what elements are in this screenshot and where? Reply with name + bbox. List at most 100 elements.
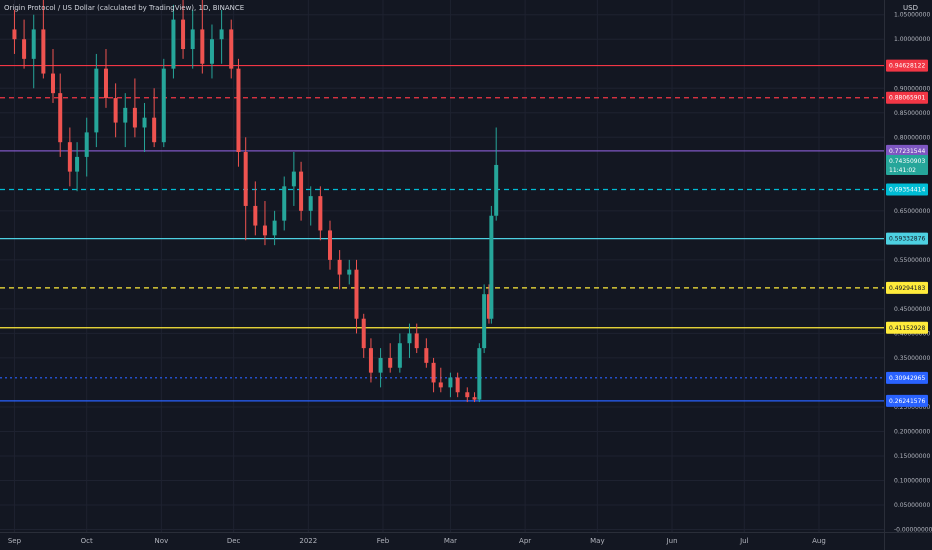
candle-body (94, 68, 99, 133)
x-tick-label: Sep (8, 537, 22, 545)
candle-body (354, 269, 359, 319)
x-tick-label: Mar (444, 537, 457, 545)
horizontal-levels (0, 64, 884, 402)
last-price-badge-bg (886, 154, 928, 175)
candle-body (378, 357, 383, 373)
y-tick-label: 0.45000000 (894, 306, 930, 313)
candle-body (482, 294, 487, 349)
y-tick-label: 0.15000000 (894, 453, 930, 460)
candle-body (424, 348, 429, 363)
level-price-badge-bg (886, 91, 928, 104)
candle-body (253, 205, 258, 226)
candle-body (181, 19, 186, 50)
y-tick-label: 0.55000000 (894, 257, 930, 264)
level-price-badge: 0.59332876 (889, 236, 925, 243)
candle-body (431, 362, 436, 383)
last-price-value: 0.74350903 (889, 158, 925, 165)
level-price-badge: 0.69354414 (889, 186, 925, 193)
candle-body (282, 186, 287, 221)
candle-body (22, 39, 27, 59)
candle-body (318, 196, 323, 231)
candle-body (486, 294, 491, 319)
candle-body (209, 39, 214, 64)
candle-body (132, 107, 137, 128)
candle-body (219, 29, 224, 40)
candle-body (152, 117, 157, 143)
candle-body (388, 357, 393, 368)
x-tick-label: Oct (81, 537, 93, 545)
y-tick-label: 0.90000000 (894, 85, 930, 92)
x-tick-label: May (590, 537, 604, 545)
candle-body (161, 68, 166, 143)
candle-body (123, 107, 128, 123)
y-tick-label: 1.00000000 (894, 36, 930, 43)
candle-body (472, 397, 477, 400)
x-tick-label: Jul (739, 537, 749, 545)
candle-body (327, 230, 332, 260)
y-tick-label: -0.00000000 (894, 527, 932, 534)
candles (12, 0, 499, 403)
chart-title: Origin Protocol / US Dollar (calculated … (4, 4, 245, 12)
candle-body (465, 392, 470, 398)
price-badges: 0.94628122 0.88065901 0.77231544 0.69354414… (886, 59, 928, 407)
candle-body (229, 29, 234, 69)
level-price-badge: 0.77231544 (889, 148, 925, 155)
candle-body (347, 269, 352, 275)
candle-body (67, 142, 72, 172)
y-tick-label: 0.35000000 (894, 355, 930, 362)
y-tick-label: 0.65000000 (894, 208, 930, 215)
candle-body (75, 156, 80, 172)
level-price-badge: 0.26241576 (889, 398, 925, 405)
candle-body (291, 171, 296, 187)
candle-body (489, 215, 494, 319)
candle-body (171, 19, 176, 69)
y-tick-label: 0.80000000 (894, 134, 930, 141)
level-price-badge-bg (886, 321, 928, 334)
y-tick-label: 0.85000000 (894, 110, 930, 117)
level-price-badge-bg (886, 59, 928, 72)
level-price-badge-bg (886, 371, 928, 384)
candle-body (142, 117, 147, 128)
y-tick-label: 0.20000000 (894, 428, 930, 435)
candle-body (438, 382, 443, 388)
level-price-badge-bg (886, 183, 928, 196)
y-tick-label: 0.10000000 (894, 478, 930, 485)
candle-body (190, 29, 195, 50)
x-tick-label: 2022 (299, 537, 317, 545)
x-tick-label: Aug (812, 537, 826, 545)
bar-countdown: 11:41:02 (889, 167, 916, 174)
candle-body (31, 29, 36, 59)
candle-body (337, 259, 342, 275)
candle-body (58, 93, 63, 143)
level-price-badge: 0.30942965 (889, 375, 925, 382)
candle-body (236, 68, 241, 152)
x-axis: Sep Oct Nov Dec 2022 Feb Mar Apr May Jun Jul Aug (8, 537, 826, 545)
candle-body (12, 29, 17, 40)
candle-body (494, 164, 499, 216)
x-tick-label: Feb (377, 537, 390, 545)
y-axis: 1.05000000 1.00000000 0.90000000 0.85000000… (894, 12, 932, 534)
level-price-badge-bg (886, 394, 928, 407)
candle-body (361, 318, 366, 349)
y-tick-label: 0.25000000 (894, 404, 930, 411)
y-tick-label: 0.05000000 (894, 502, 930, 509)
candle-body (397, 343, 402, 368)
x-tick-label: Nov (155, 537, 169, 545)
candle-body (50, 73, 55, 94)
level-price-badge-bg (886, 281, 928, 294)
candle-body (41, 29, 46, 74)
candle-body (448, 377, 453, 388)
candle-body (113, 98, 118, 123)
level-price-badge-bg (886, 144, 928, 157)
x-tick-label: Apr (519, 537, 531, 545)
candle-body (243, 152, 248, 206)
candle-body (103, 68, 108, 99)
candle-body (200, 29, 205, 64)
candle-body (272, 220, 277, 236)
candle-body (368, 348, 373, 373)
candle-body (477, 348, 482, 400)
candle-body (455, 377, 460, 393)
level-price-badge: 0.41152928 (889, 325, 925, 332)
